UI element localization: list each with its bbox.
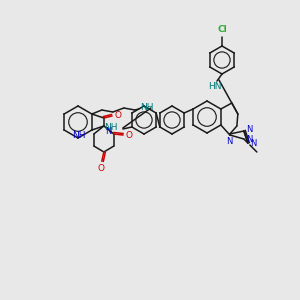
Text: N: N — [250, 139, 256, 148]
Text: N: N — [246, 136, 252, 145]
Text: NH: NH — [104, 124, 118, 133]
Text: N: N — [226, 137, 232, 146]
Text: O: O — [98, 164, 104, 173]
Text: N: N — [105, 127, 111, 136]
Text: HN: HN — [208, 82, 222, 91]
Text: O: O — [126, 130, 133, 140]
Text: NH: NH — [140, 103, 153, 112]
Text: N: N — [246, 125, 252, 134]
Text: Cl: Cl — [217, 25, 227, 34]
Text: O: O — [115, 110, 122, 119]
Text: NH: NH — [72, 131, 86, 140]
